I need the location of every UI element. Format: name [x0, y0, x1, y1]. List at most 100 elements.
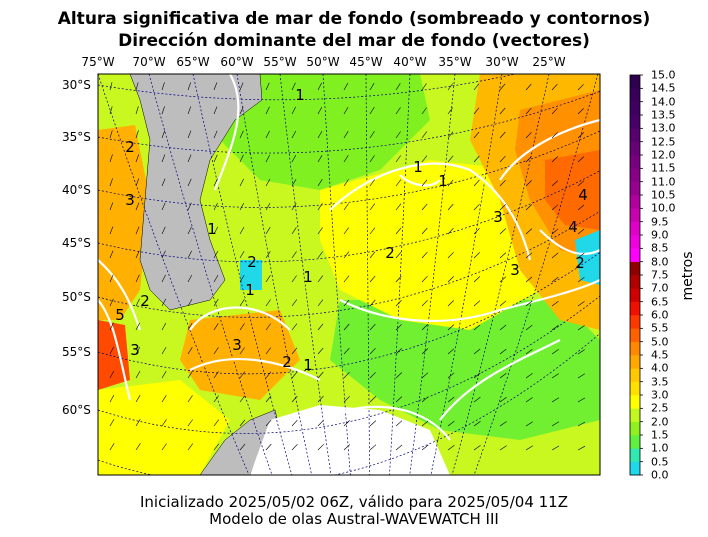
swell-vector	[473, 445, 481, 451]
swell-vector	[369, 323, 376, 331]
swell-vector	[213, 202, 218, 211]
swell-vector	[343, 396, 350, 403]
swell-vector	[291, 347, 298, 355]
colorbar-tick-label: 8.0	[651, 255, 669, 269]
contour-label: 1	[245, 281, 255, 299]
swell-vector	[551, 83, 558, 91]
swell-vector	[525, 83, 532, 91]
meridian-line	[192, 74, 293, 475]
swell-vector	[291, 227, 297, 235]
swell-vector	[135, 274, 140, 283]
swell-vector	[395, 420, 403, 427]
swell-vector	[187, 347, 193, 355]
swell-vector	[343, 444, 351, 451]
contour-label: 2	[247, 253, 257, 271]
colorbar-segment	[630, 181, 640, 196]
colorbar-tick-label: 11.0	[651, 175, 676, 189]
swell-vector	[473, 107, 480, 115]
swell-vector	[239, 250, 245, 259]
contour-label: 3	[493, 208, 503, 226]
swell-vector	[395, 372, 403, 379]
swell-vector	[109, 106, 113, 115]
colorbar-tick-label: 1.0	[651, 441, 669, 455]
colorbar	[629, 74, 643, 476]
swell-vector	[135, 370, 141, 379]
contour-label: 5	[115, 306, 125, 324]
swell-vector	[369, 203, 376, 211]
swell-vector	[161, 154, 166, 163]
swell-vector	[499, 276, 507, 283]
colorbar-tick-label: 15.0	[651, 68, 676, 82]
swell-vector	[161, 130, 166, 139]
swell-vector	[421, 300, 428, 307]
swell-vector	[551, 107, 558, 115]
swell-vector	[265, 395, 272, 403]
swell-vector	[109, 322, 114, 331]
swell-vector	[525, 324, 533, 331]
swell-vector	[421, 251, 428, 259]
swell-vector	[369, 131, 375, 139]
colorbar-tick-label: 5.5	[651, 321, 669, 335]
swell-vector	[525, 373, 533, 379]
swell-vector	[551, 349, 559, 355]
colorbar-tick-label: 1.5	[651, 428, 669, 442]
swell-vector	[395, 227, 402, 235]
swell-vector	[239, 226, 245, 235]
swell-vector	[317, 251, 323, 259]
meridian-line	[365, 74, 371, 475]
swell-vector	[161, 82, 165, 91]
swell-vector	[161, 202, 166, 211]
latitude-label: 45°S	[62, 236, 91, 250]
swell-vector	[109, 250, 114, 259]
swell-vector	[551, 445, 560, 451]
swell-vector	[421, 275, 428, 283]
swell-vector	[265, 419, 272, 427]
contour-label: 4	[568, 218, 578, 236]
swell-vector	[317, 444, 324, 451]
swell-vector	[161, 419, 167, 427]
swell-vector	[317, 106, 323, 115]
swell-vector	[161, 298, 167, 307]
swell-zone-cyan-coast	[240, 260, 262, 290]
swell-vector	[135, 250, 140, 259]
swell-vector	[473, 83, 480, 91]
swell-vector	[421, 155, 428, 163]
swell-vector	[161, 395, 167, 403]
swell-vector	[265, 202, 271, 211]
parallel-line	[98, 252, 600, 375]
swell-vector	[291, 323, 298, 331]
swell-vector	[525, 445, 533, 451]
swell-vector	[291, 82, 296, 91]
swell-vector	[369, 372, 376, 379]
swell-vector	[447, 276, 454, 283]
swell-vector	[525, 131, 532, 139]
swell-vector	[213, 419, 220, 427]
swell-vector	[421, 444, 429, 451]
swell-vector	[499, 155, 506, 163]
colorbar-segment	[630, 328, 640, 342]
swell-vector	[499, 397, 507, 403]
latitude-label: 40°S	[62, 183, 91, 197]
colorbar-tick-label: 9.5	[651, 215, 669, 229]
contour-label: 2	[282, 353, 292, 371]
contour-label: 1	[303, 268, 313, 286]
swell-vector	[525, 180, 532, 187]
swell-vector	[239, 178, 244, 187]
swell-vector	[317, 299, 324, 307]
swell-vector	[343, 227, 349, 235]
swell-vector	[109, 394, 115, 403]
swell-vector	[109, 202, 114, 211]
longitude-label: 35°W	[438, 55, 472, 69]
meridian-line	[98, 74, 250, 475]
colorbar-segment	[630, 395, 640, 409]
longitude-label: 75°W	[81, 55, 115, 69]
map-title-line1: Altura significativa de mar de fondo (so…	[57, 9, 651, 29]
swell-vector	[447, 324, 455, 331]
swell-vector	[499, 107, 506, 115]
swell-vector	[317, 227, 323, 235]
swell-vector	[109, 370, 115, 379]
swell-vector	[447, 396, 455, 403]
contour-label: 1	[413, 158, 423, 176]
swell-vector	[577, 156, 585, 163]
meridian-line	[279, 74, 332, 475]
